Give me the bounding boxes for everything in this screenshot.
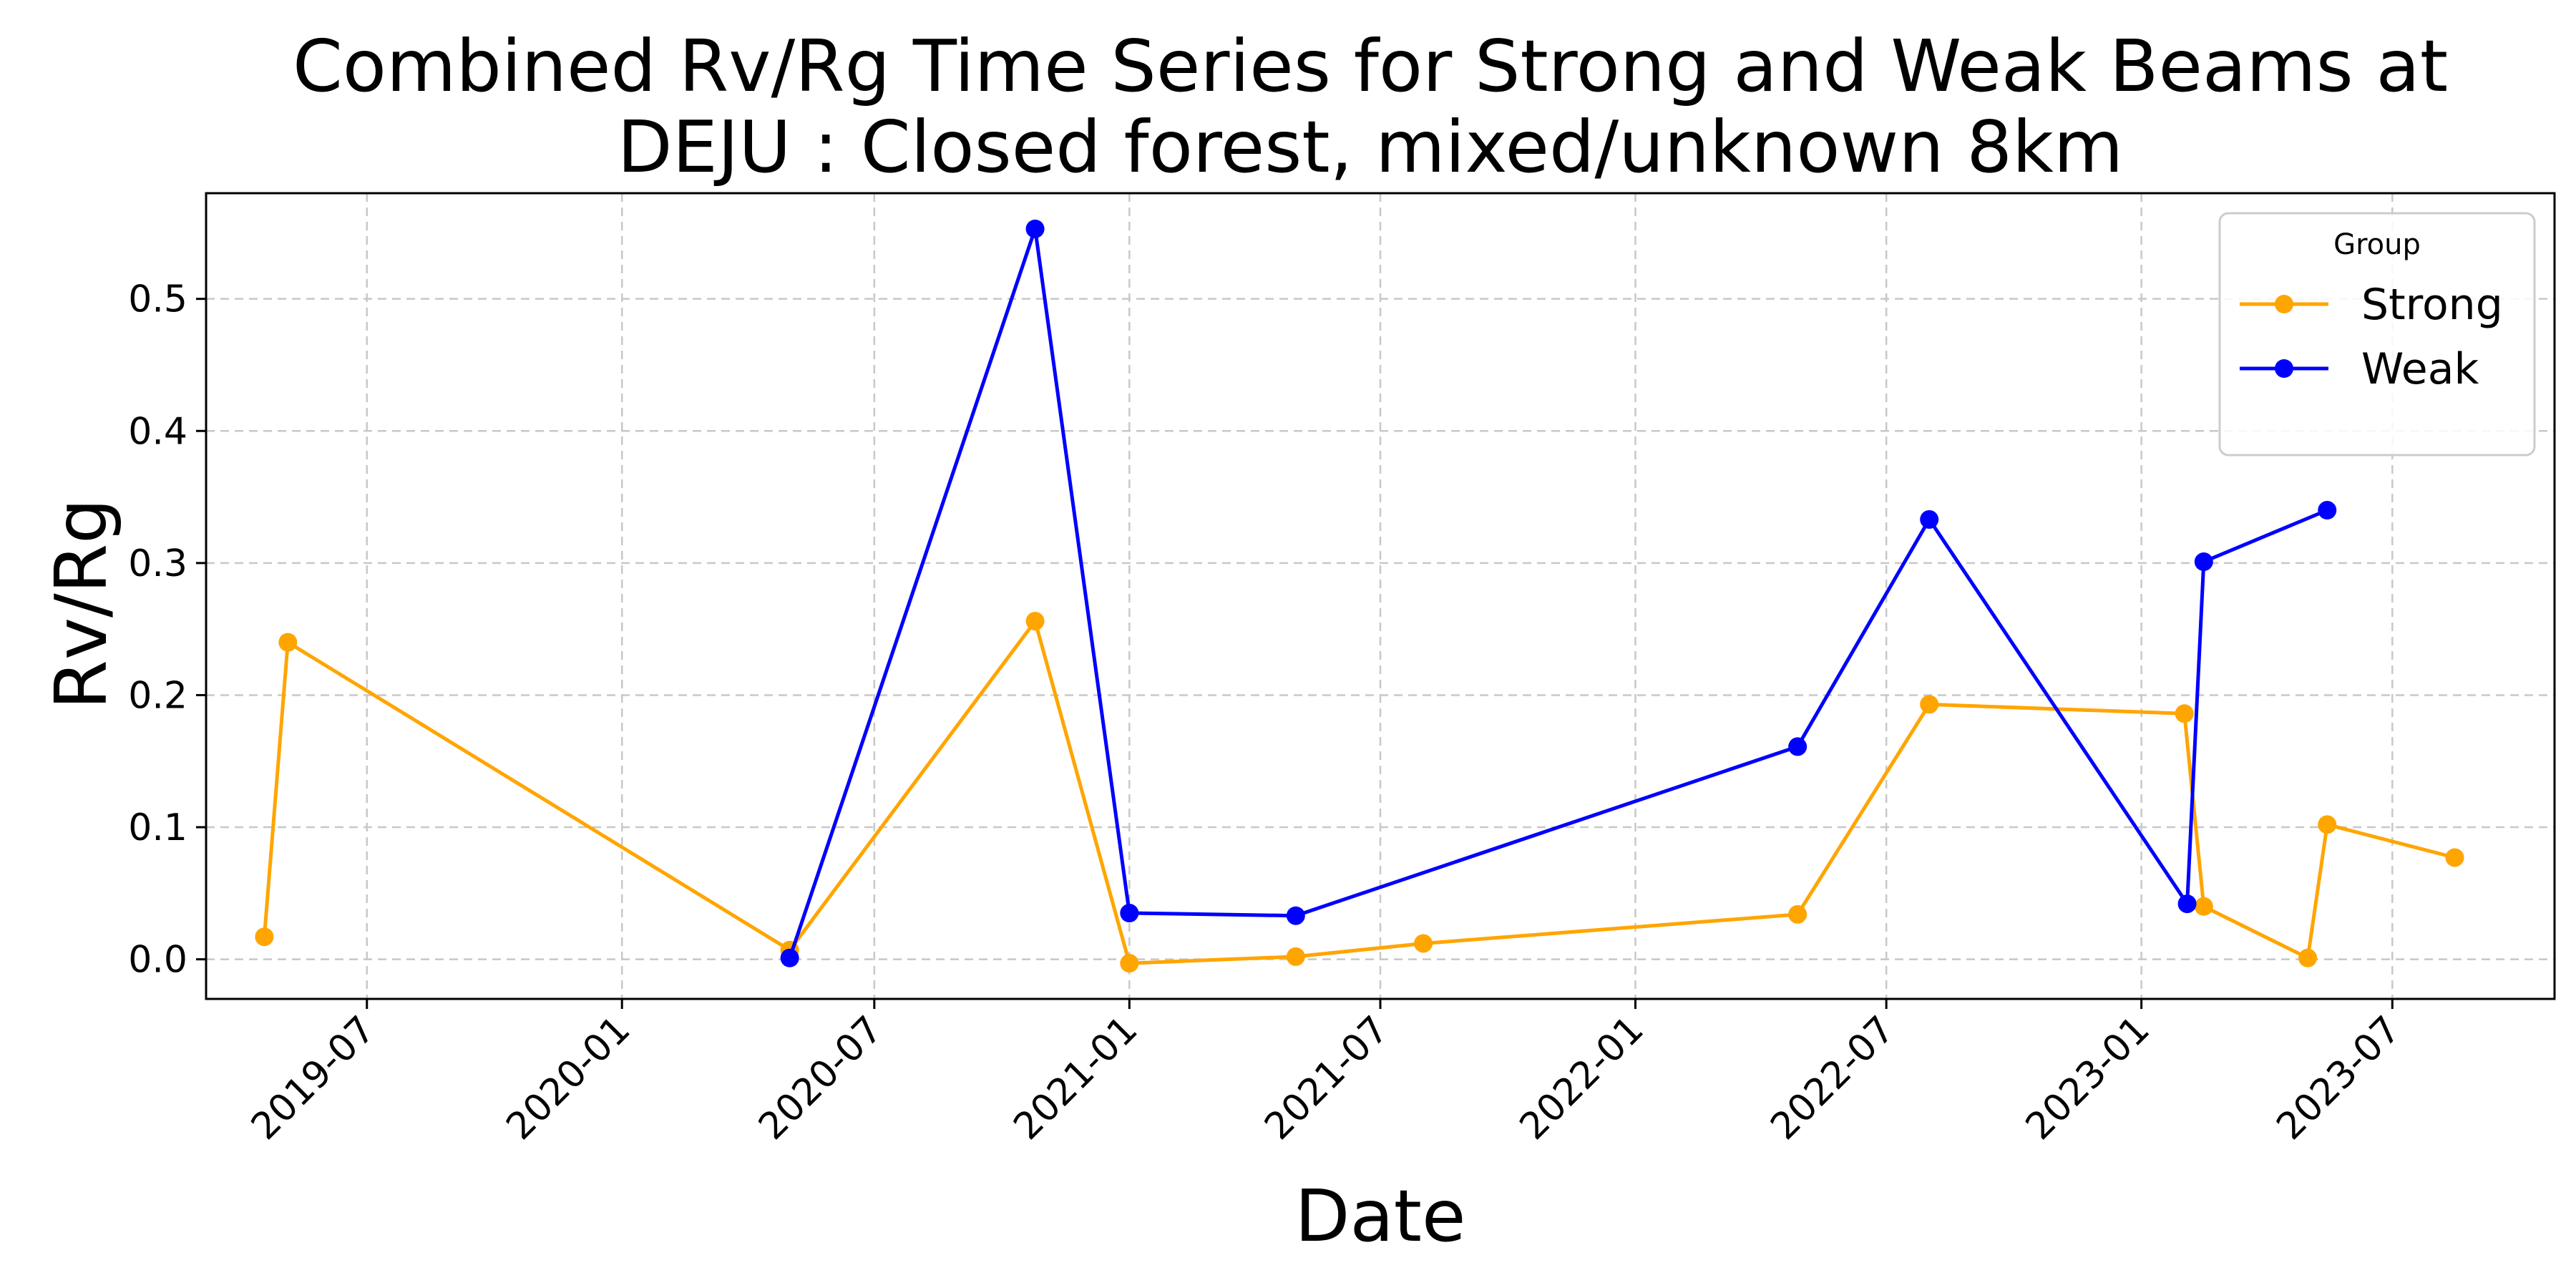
series-line-weak bbox=[788, 227, 2328, 959]
legend-item-strong: Strong bbox=[2240, 280, 2503, 330]
legend-marker-weak bbox=[2275, 359, 2293, 378]
y-tick-label: 0.0 bbox=[128, 939, 187, 982]
series-strong bbox=[255, 612, 2464, 973]
y-tick-label: 0.5 bbox=[128, 278, 187, 321]
data-point-strong bbox=[1414, 934, 1433, 953]
series-weak bbox=[780, 219, 2337, 967]
x-tick-label: 2020-01 bbox=[498, 1008, 638, 1148]
data-point-weak bbox=[2194, 552, 2213, 572]
legend-title: Group bbox=[2333, 228, 2421, 261]
data-point-weak bbox=[1120, 904, 1139, 923]
data-point-weak bbox=[780, 948, 799, 967]
chart-title-line-1: Combined Rv/Rg Time Series for Strong an… bbox=[293, 24, 2448, 108]
data-point-strong bbox=[1286, 947, 1305, 966]
chart-title-line-2: DEJU : Closed forest, mixed/unknown 8km bbox=[618, 105, 2124, 189]
x-axis-label: Date bbox=[1294, 1174, 1465, 1258]
y-tick-label: 0.2 bbox=[128, 674, 187, 717]
x-tick-label: 2023-07 bbox=[2268, 1008, 2409, 1148]
data-point-strong bbox=[2445, 848, 2464, 867]
data-point-weak bbox=[1286, 906, 1305, 925]
x-tick-label: 2020-07 bbox=[751, 1008, 891, 1148]
data-point-strong bbox=[2318, 815, 2337, 834]
data-point-strong bbox=[2194, 897, 2213, 916]
data-point-weak bbox=[1920, 509, 1939, 529]
chart-title: Combined Rv/Rg Time Series for Strong an… bbox=[293, 24, 2448, 189]
y-tick-label: 0.1 bbox=[128, 806, 187, 849]
legend-label-strong: Strong bbox=[2361, 280, 2503, 330]
data-point-strong bbox=[1788, 904, 1807, 924]
series-layer bbox=[255, 219, 2464, 973]
x-tick-label: 2022-07 bbox=[1762, 1008, 1903, 1148]
x-tick-label: 2023-01 bbox=[2018, 1008, 2158, 1148]
data-point-strong bbox=[1920, 695, 1939, 714]
y-tick-label: 0.3 bbox=[128, 542, 187, 585]
data-point-strong bbox=[2175, 704, 2194, 723]
axis-ticks: 2019-07 2020-01 2020-07 2021-01 2021-07 2022-… bbox=[128, 278, 2409, 1148]
y-tick-label: 0.4 bbox=[128, 410, 187, 453]
x-tick-label: 2022-01 bbox=[1512, 1008, 1652, 1148]
data-point-strong bbox=[255, 927, 274, 947]
legend-item-weak: Weak bbox=[2240, 344, 2479, 394]
data-point-weak bbox=[1025, 219, 1045, 238]
x-tick-label: 2021-07 bbox=[1257, 1008, 1397, 1148]
legend-frame bbox=[2218, 212, 2536, 457]
legend-marker-strong bbox=[2275, 295, 2293, 313]
data-point-weak bbox=[1788, 737, 1807, 756]
data-point-strong bbox=[1025, 612, 1045, 631]
data-point-weak bbox=[2177, 894, 2197, 914]
y-axis-label: Rv/Rg bbox=[39, 498, 123, 709]
data-point-strong bbox=[1120, 954, 1139, 973]
data-point-strong bbox=[2298, 948, 2318, 967]
x-tick-label: 2019-07 bbox=[243, 1008, 384, 1148]
legend: Group Strong Weak bbox=[2218, 212, 2536, 457]
legend-label-weak: Weak bbox=[2361, 344, 2479, 394]
data-point-weak bbox=[2318, 501, 2337, 520]
series-line-strong bbox=[262, 619, 2456, 965]
x-tick-label: 2021-01 bbox=[1005, 1008, 1146, 1148]
data-point-strong bbox=[278, 633, 298, 652]
